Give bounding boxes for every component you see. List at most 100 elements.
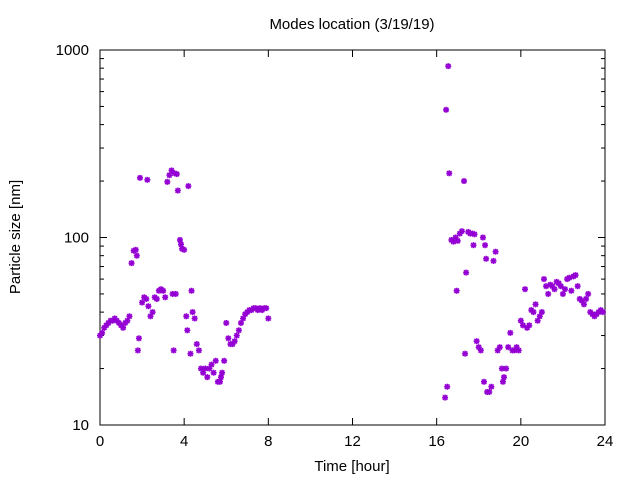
data-point — [538, 309, 545, 316]
data-point — [473, 338, 480, 345]
data-point — [204, 374, 211, 381]
y-tick-label: 1000 — [56, 42, 89, 59]
data-point — [490, 257, 497, 264]
data-point — [191, 315, 198, 322]
data-point — [458, 228, 465, 235]
y-tick-label: 10 — [72, 417, 89, 434]
x-tick-label: 8 — [264, 433, 272, 450]
data-point — [210, 369, 217, 376]
data-point — [184, 327, 191, 334]
data-point — [223, 319, 230, 326]
data-point — [442, 394, 449, 401]
data-point — [483, 255, 490, 262]
data-point — [501, 374, 507, 381]
data-point — [149, 309, 156, 316]
data-point — [540, 276, 547, 283]
y-tick-label: 100 — [64, 230, 89, 247]
data-point — [162, 294, 169, 301]
data-point — [208, 361, 215, 368]
data-point — [477, 347, 484, 354]
data-point — [517, 317, 524, 324]
data-point — [522, 286, 529, 293]
data-point — [176, 236, 183, 243]
data-point — [496, 344, 503, 351]
data-point — [534, 317, 541, 324]
data-point — [235, 327, 242, 334]
data-point — [585, 290, 592, 297]
data-point — [144, 176, 151, 183]
chart-title: Modes location (3/19/19) — [269, 16, 434, 33]
data-point — [445, 63, 452, 70]
data-points — [97, 63, 606, 401]
data-point — [174, 187, 181, 194]
data-point — [173, 171, 180, 178]
data-point — [568, 287, 575, 294]
data-point — [193, 341, 200, 348]
data-point — [503, 365, 510, 372]
data-point — [557, 283, 564, 290]
data-point — [136, 174, 143, 181]
data-point — [559, 290, 566, 297]
data-point — [519, 322, 526, 329]
data-point — [580, 301, 587, 308]
x-tick-label: 16 — [428, 433, 445, 450]
data-point — [183, 313, 190, 320]
data-point — [135, 335, 142, 342]
data-point — [462, 350, 469, 357]
data-point — [216, 378, 223, 385]
data-point — [574, 283, 581, 290]
data-point — [172, 290, 179, 297]
x-tick-label: 24 — [597, 433, 614, 450]
data-point — [507, 329, 514, 336]
data-point — [443, 106, 450, 113]
data-point — [166, 172, 173, 179]
data-point — [195, 347, 202, 354]
data-point — [139, 299, 146, 306]
x-axis-ticks: 0 4 8 12 16 20 24 — [96, 50, 614, 450]
data-point — [446, 170, 453, 177]
data-point — [133, 252, 140, 259]
x-tick-label: 0 — [96, 433, 104, 450]
data-point — [217, 374, 224, 381]
data-point — [486, 388, 493, 395]
data-point — [488, 383, 495, 390]
data-point — [482, 242, 489, 249]
data-point — [265, 315, 272, 322]
data-point — [532, 301, 539, 308]
data-point — [515, 347, 522, 354]
data-point — [170, 347, 177, 354]
x-axis-label: Time [hour] — [314, 458, 389, 475]
data-point — [530, 309, 537, 316]
data-point — [153, 295, 160, 302]
data-point — [168, 167, 175, 174]
data-point — [143, 295, 150, 302]
data-point — [599, 309, 606, 316]
data-point — [99, 329, 106, 336]
data-point — [189, 309, 196, 316]
data-point — [132, 246, 139, 253]
data-point — [263, 305, 270, 312]
data-point — [221, 357, 228, 364]
data-point — [128, 260, 135, 267]
data-point — [185, 183, 192, 190]
data-point — [492, 248, 499, 255]
data-point — [481, 378, 488, 385]
data-point — [444, 383, 451, 390]
data-point — [543, 283, 550, 290]
data-point — [237, 319, 244, 326]
data-point — [479, 234, 486, 241]
data-point — [572, 272, 579, 279]
data-point — [187, 350, 194, 357]
data-point — [454, 237, 461, 244]
x-tick-label: 20 — [512, 433, 529, 450]
plot-frame — [99, 49, 606, 426]
data-point — [231, 338, 238, 345]
data-point — [124, 317, 131, 324]
data-point — [499, 378, 506, 385]
data-point — [212, 357, 219, 364]
data-point — [219, 369, 226, 376]
data-point — [470, 242, 477, 249]
x-tick-label: 4 — [180, 433, 188, 450]
data-point — [120, 324, 127, 331]
data-point — [225, 335, 232, 342]
